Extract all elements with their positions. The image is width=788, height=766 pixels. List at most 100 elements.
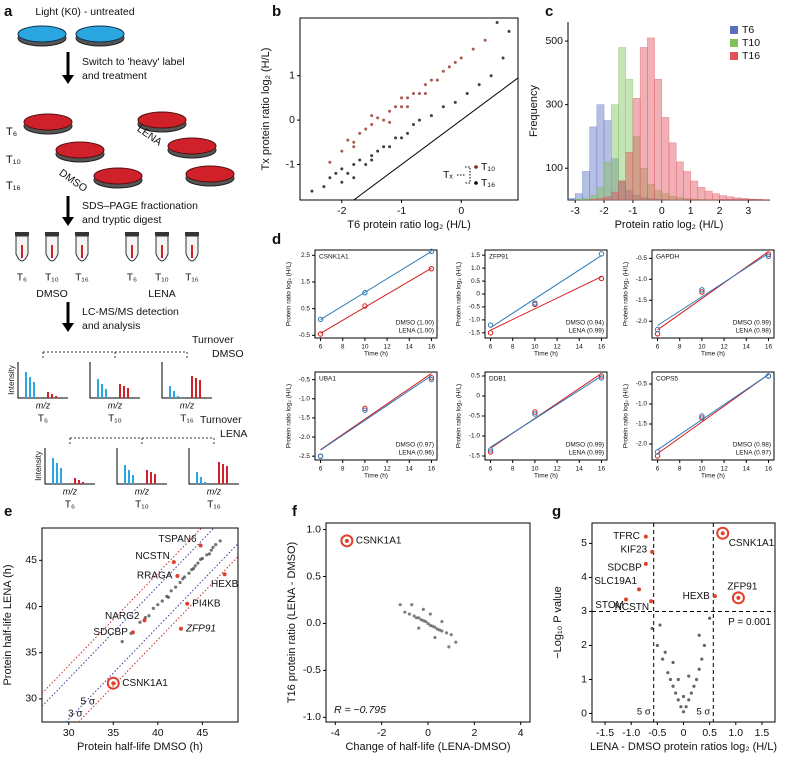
point [676,677,680,682]
highlight-point [130,630,135,635]
point [388,109,392,113]
y-axis-label: Protein ratio log₂ (H/L) [286,262,293,326]
highlight-label: HEXB [211,579,239,590]
point [352,140,356,144]
y-axis-label: T16 protein ratio (LENA - DMSO) [286,542,298,703]
y-tick-label: 100 [545,162,563,174]
histogram-bar [712,193,720,201]
x-tick-label: 12 [383,465,391,472]
point [454,640,458,644]
point [394,105,398,109]
highlight-point [185,601,190,606]
diagram-text: T₆ [6,126,17,138]
chart-title: GAPDH [656,254,679,261]
point [483,38,487,42]
highlight-point [142,618,147,623]
highlight-point [643,534,648,539]
highlight-label: CSNK1A1 [122,678,168,689]
histogram-bar [567,198,576,201]
point [501,56,505,60]
diagram-text: T₆ [17,273,27,284]
point [310,189,314,193]
highlight-label: NCSTN [135,551,169,562]
histogram-bar [603,161,612,201]
point [406,131,410,135]
highlight-label: HEXB [683,591,711,602]
x-tick-label: 1.5 [755,727,770,739]
point [364,162,368,166]
highlight-point [222,572,227,577]
point [697,633,701,637]
arrow-head [62,217,74,226]
x-tick-label: 40 [152,727,164,739]
diagram-text: T₁₀ [155,273,169,284]
x-axis-label: Time (h) [534,472,558,479]
point [151,606,155,610]
diagram-text: T₆ [65,500,75,511]
point [423,91,427,95]
highlight-ring [106,676,120,690]
diagram-text: Turnover [192,334,234,346]
legend-marker [474,165,478,169]
y-tick-label: 0.0 [306,617,321,629]
histogram-bar [654,78,663,201]
point [376,116,380,120]
point [340,149,344,153]
point [193,564,197,568]
panel-label: f [292,503,298,520]
diagram-text: Intensity [7,365,16,395]
point [196,561,200,565]
point [459,56,463,60]
highlight-point [736,595,741,600]
y-tick-label: -1.0 [469,317,481,324]
x-tick-label: 8 [341,465,345,472]
diagram-text: m/z [207,486,222,496]
x-axis-label: Time (h) [534,350,558,357]
diagram-text: T₁₀ [6,154,21,166]
point [322,185,326,189]
legend-label: DMSO (0.97) [396,442,434,449]
y-tick-label: 1.0 [471,265,480,272]
dish [75,25,125,43]
point [650,626,654,631]
point [414,616,419,620]
point [407,612,412,616]
y-tick-label: -0.5 [299,376,311,383]
y-tick-label: 3 [581,605,587,617]
y-tick-label: -0.5 [469,304,481,311]
legend-label: LENA (0.99) [569,450,604,457]
highlight-label: SDCBP [607,562,642,573]
point [412,614,416,618]
point [689,691,693,695]
x-axis-label: Change of half-life (LENA-DMSO) [345,741,510,753]
point [417,616,421,620]
x-axis-label: Time (h) [701,350,725,357]
y-tick-label: 2 [581,639,587,651]
point [668,677,673,682]
y-tick-label: 45 [25,554,37,566]
legend-label: DMSO (0.99) [566,442,604,449]
y-tick-label: -1.0 [303,711,321,723]
point [417,626,421,630]
plot-frame [299,17,519,201]
highlight-label: TFRC [613,531,640,542]
y-axis-label: Protein ratio log₂ (H/L) [623,384,630,448]
point [671,660,675,665]
point [421,607,425,611]
x-tick-label: 10 [698,465,706,472]
point [424,619,428,624]
point [370,158,374,162]
chart-title: DDB1 [489,376,507,383]
x-tick-label: 8 [678,465,682,472]
histogram-bar [755,199,764,201]
histogram-bar [618,180,626,201]
plot-frame [651,249,775,339]
y-tick-label: 4 [581,571,587,583]
point [681,694,686,699]
y-tick-label: 1 [581,673,587,685]
point [218,539,222,543]
y-tick-label: -0.5 [636,381,648,388]
dish [93,167,143,185]
y-tick-label: 0.5 [301,305,310,312]
highlight-label: SDCBP [93,627,128,638]
